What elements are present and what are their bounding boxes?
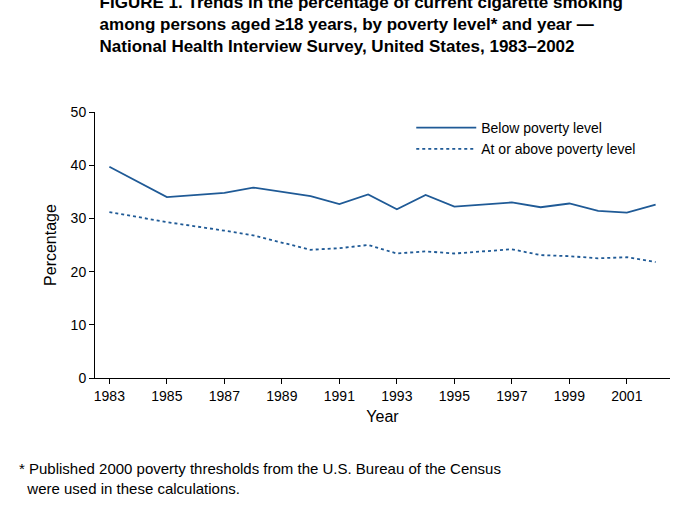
svg-text:1995: 1995 bbox=[439, 388, 470, 404]
svg-text:1989: 1989 bbox=[266, 388, 297, 404]
svg-text:At or above poverty level: At or above poverty level bbox=[481, 141, 635, 157]
svg-text:20: 20 bbox=[71, 264, 87, 280]
svg-text:40: 40 bbox=[71, 157, 87, 173]
svg-text:30: 30 bbox=[71, 210, 87, 226]
svg-text:1983: 1983 bbox=[94, 388, 125, 404]
svg-text:Percentage: Percentage bbox=[42, 204, 59, 286]
svg-text:1999: 1999 bbox=[554, 388, 585, 404]
svg-text:1991: 1991 bbox=[324, 388, 355, 404]
svg-text:10: 10 bbox=[71, 317, 87, 333]
svg-text:* Published 2000 poverty thres: * Published 2000 poverty thresholds from… bbox=[19, 460, 501, 497]
svg-text:0: 0 bbox=[78, 370, 86, 386]
svg-text:Year: Year bbox=[366, 408, 399, 425]
svg-text:Below poverty level: Below poverty level bbox=[481, 120, 602, 136]
svg-text:50: 50 bbox=[71, 104, 87, 120]
svg-text:1987: 1987 bbox=[209, 388, 240, 404]
svg-text:FIGURE 1. Trends in the percen: FIGURE 1. Trends in the percentage of cu… bbox=[100, 0, 623, 56]
svg-text:1993: 1993 bbox=[381, 388, 412, 404]
svg-text:1985: 1985 bbox=[151, 388, 182, 404]
svg-text:1997: 1997 bbox=[496, 388, 527, 404]
svg-text:2001: 2001 bbox=[611, 388, 642, 404]
